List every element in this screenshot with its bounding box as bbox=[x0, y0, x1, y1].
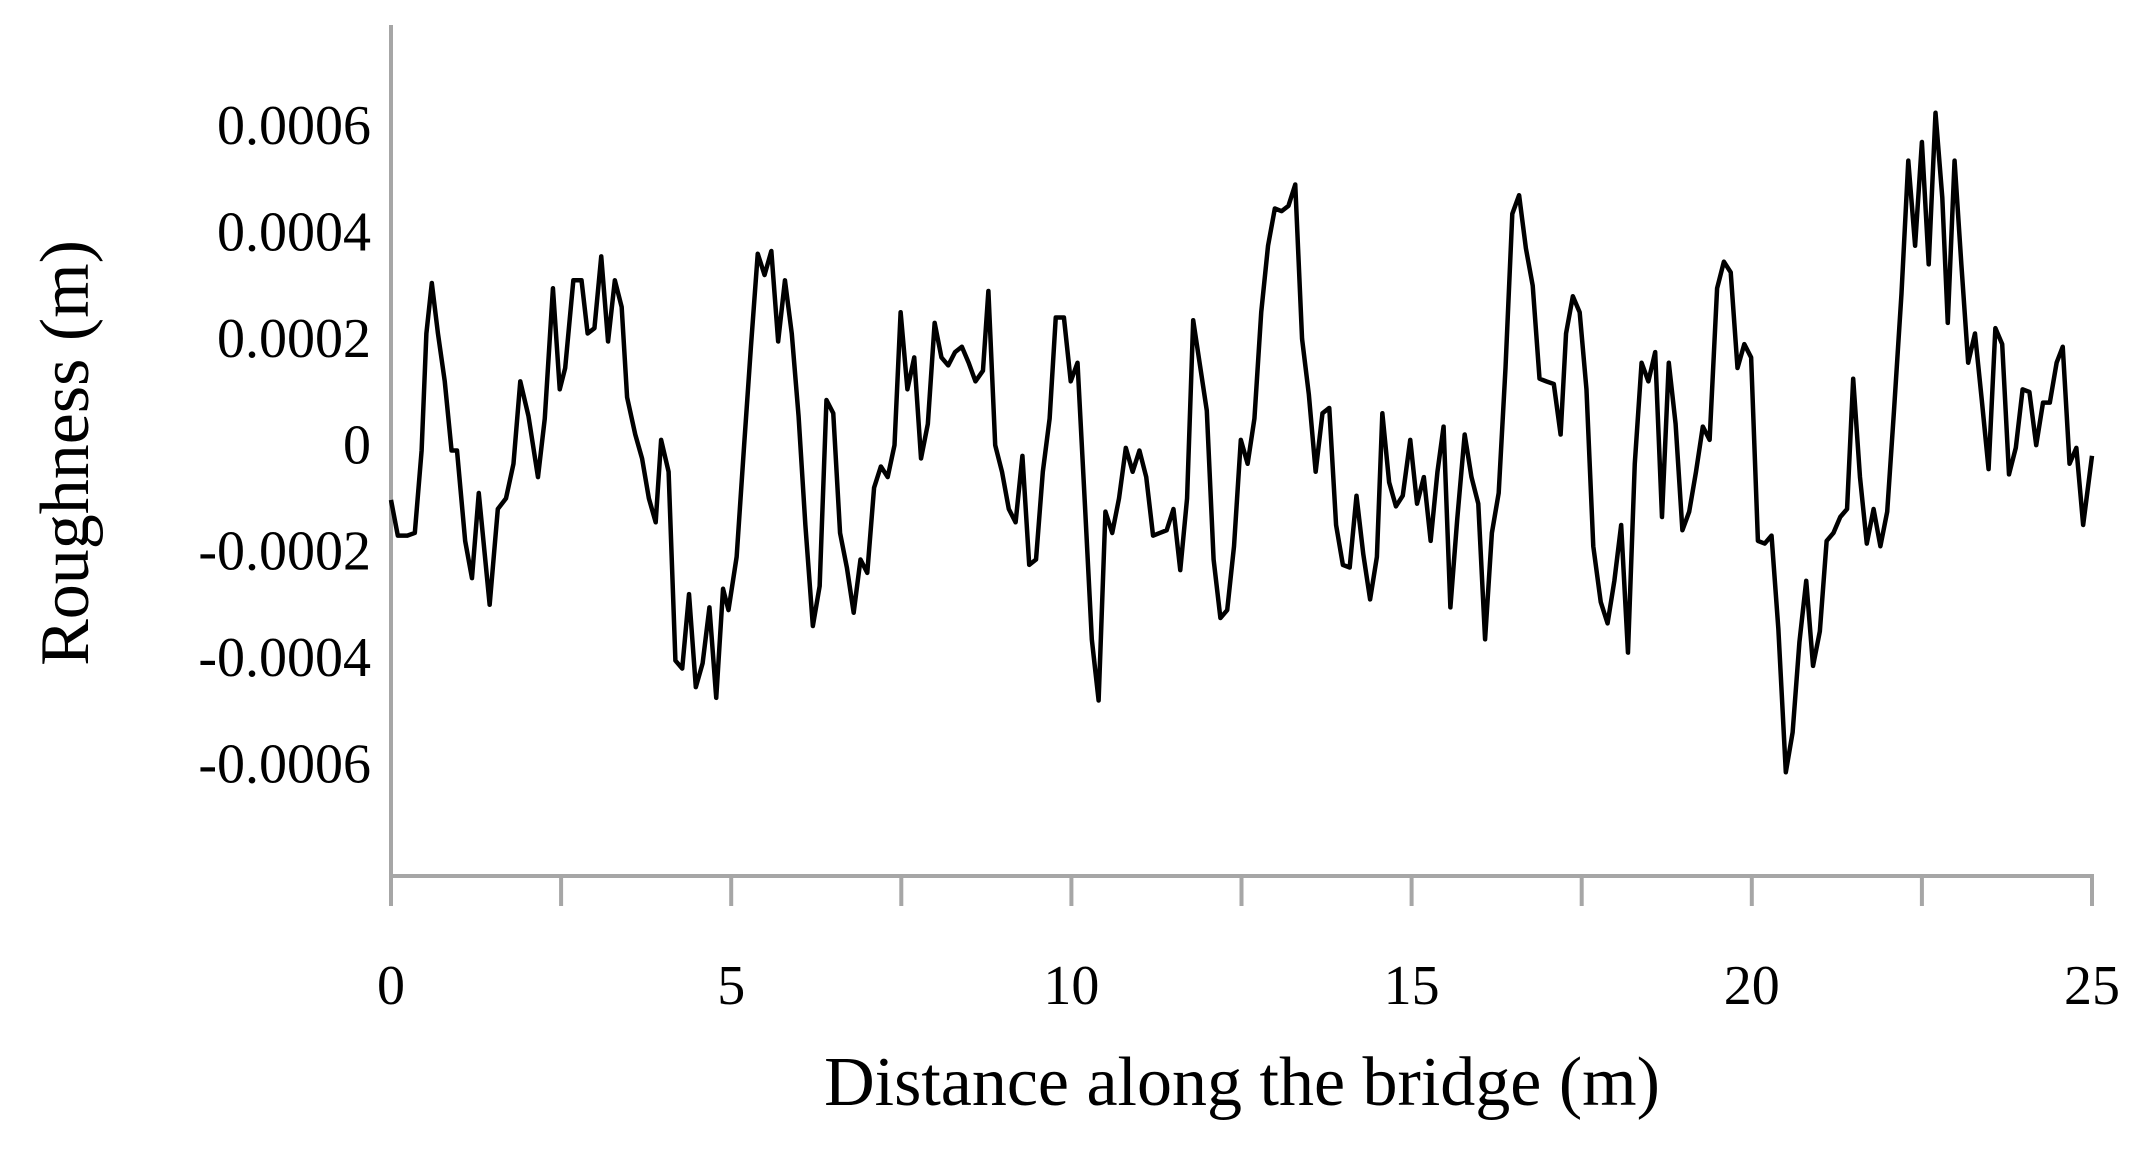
y-axis-label: Roughness (m) bbox=[27, 240, 104, 666]
y-tick-label: 0.0004 bbox=[217, 202, 371, 264]
x-tick-label: 20 bbox=[1724, 955, 1780, 1017]
x-tick-label: 0 bbox=[377, 955, 405, 1017]
y-tick-label: -0.0004 bbox=[198, 627, 371, 689]
x-tick-label: 5 bbox=[717, 955, 745, 1017]
x-axis-label: Distance along the bridge (m) bbox=[824, 1044, 1660, 1121]
y-tick-label: 0 bbox=[343, 414, 371, 476]
y-tick-label: -0.0006 bbox=[198, 733, 371, 795]
y-tick-label: 0.0006 bbox=[217, 95, 371, 157]
y-tick-label: 0.0002 bbox=[217, 308, 371, 370]
x-tick-label: 10 bbox=[1043, 955, 1099, 1017]
y-tick-label: -0.0002 bbox=[198, 521, 371, 583]
roughness-line bbox=[388, 110, 2095, 775]
x-tick-label: 15 bbox=[1384, 955, 1440, 1017]
x-tick-label: 25 bbox=[2064, 955, 2120, 1017]
